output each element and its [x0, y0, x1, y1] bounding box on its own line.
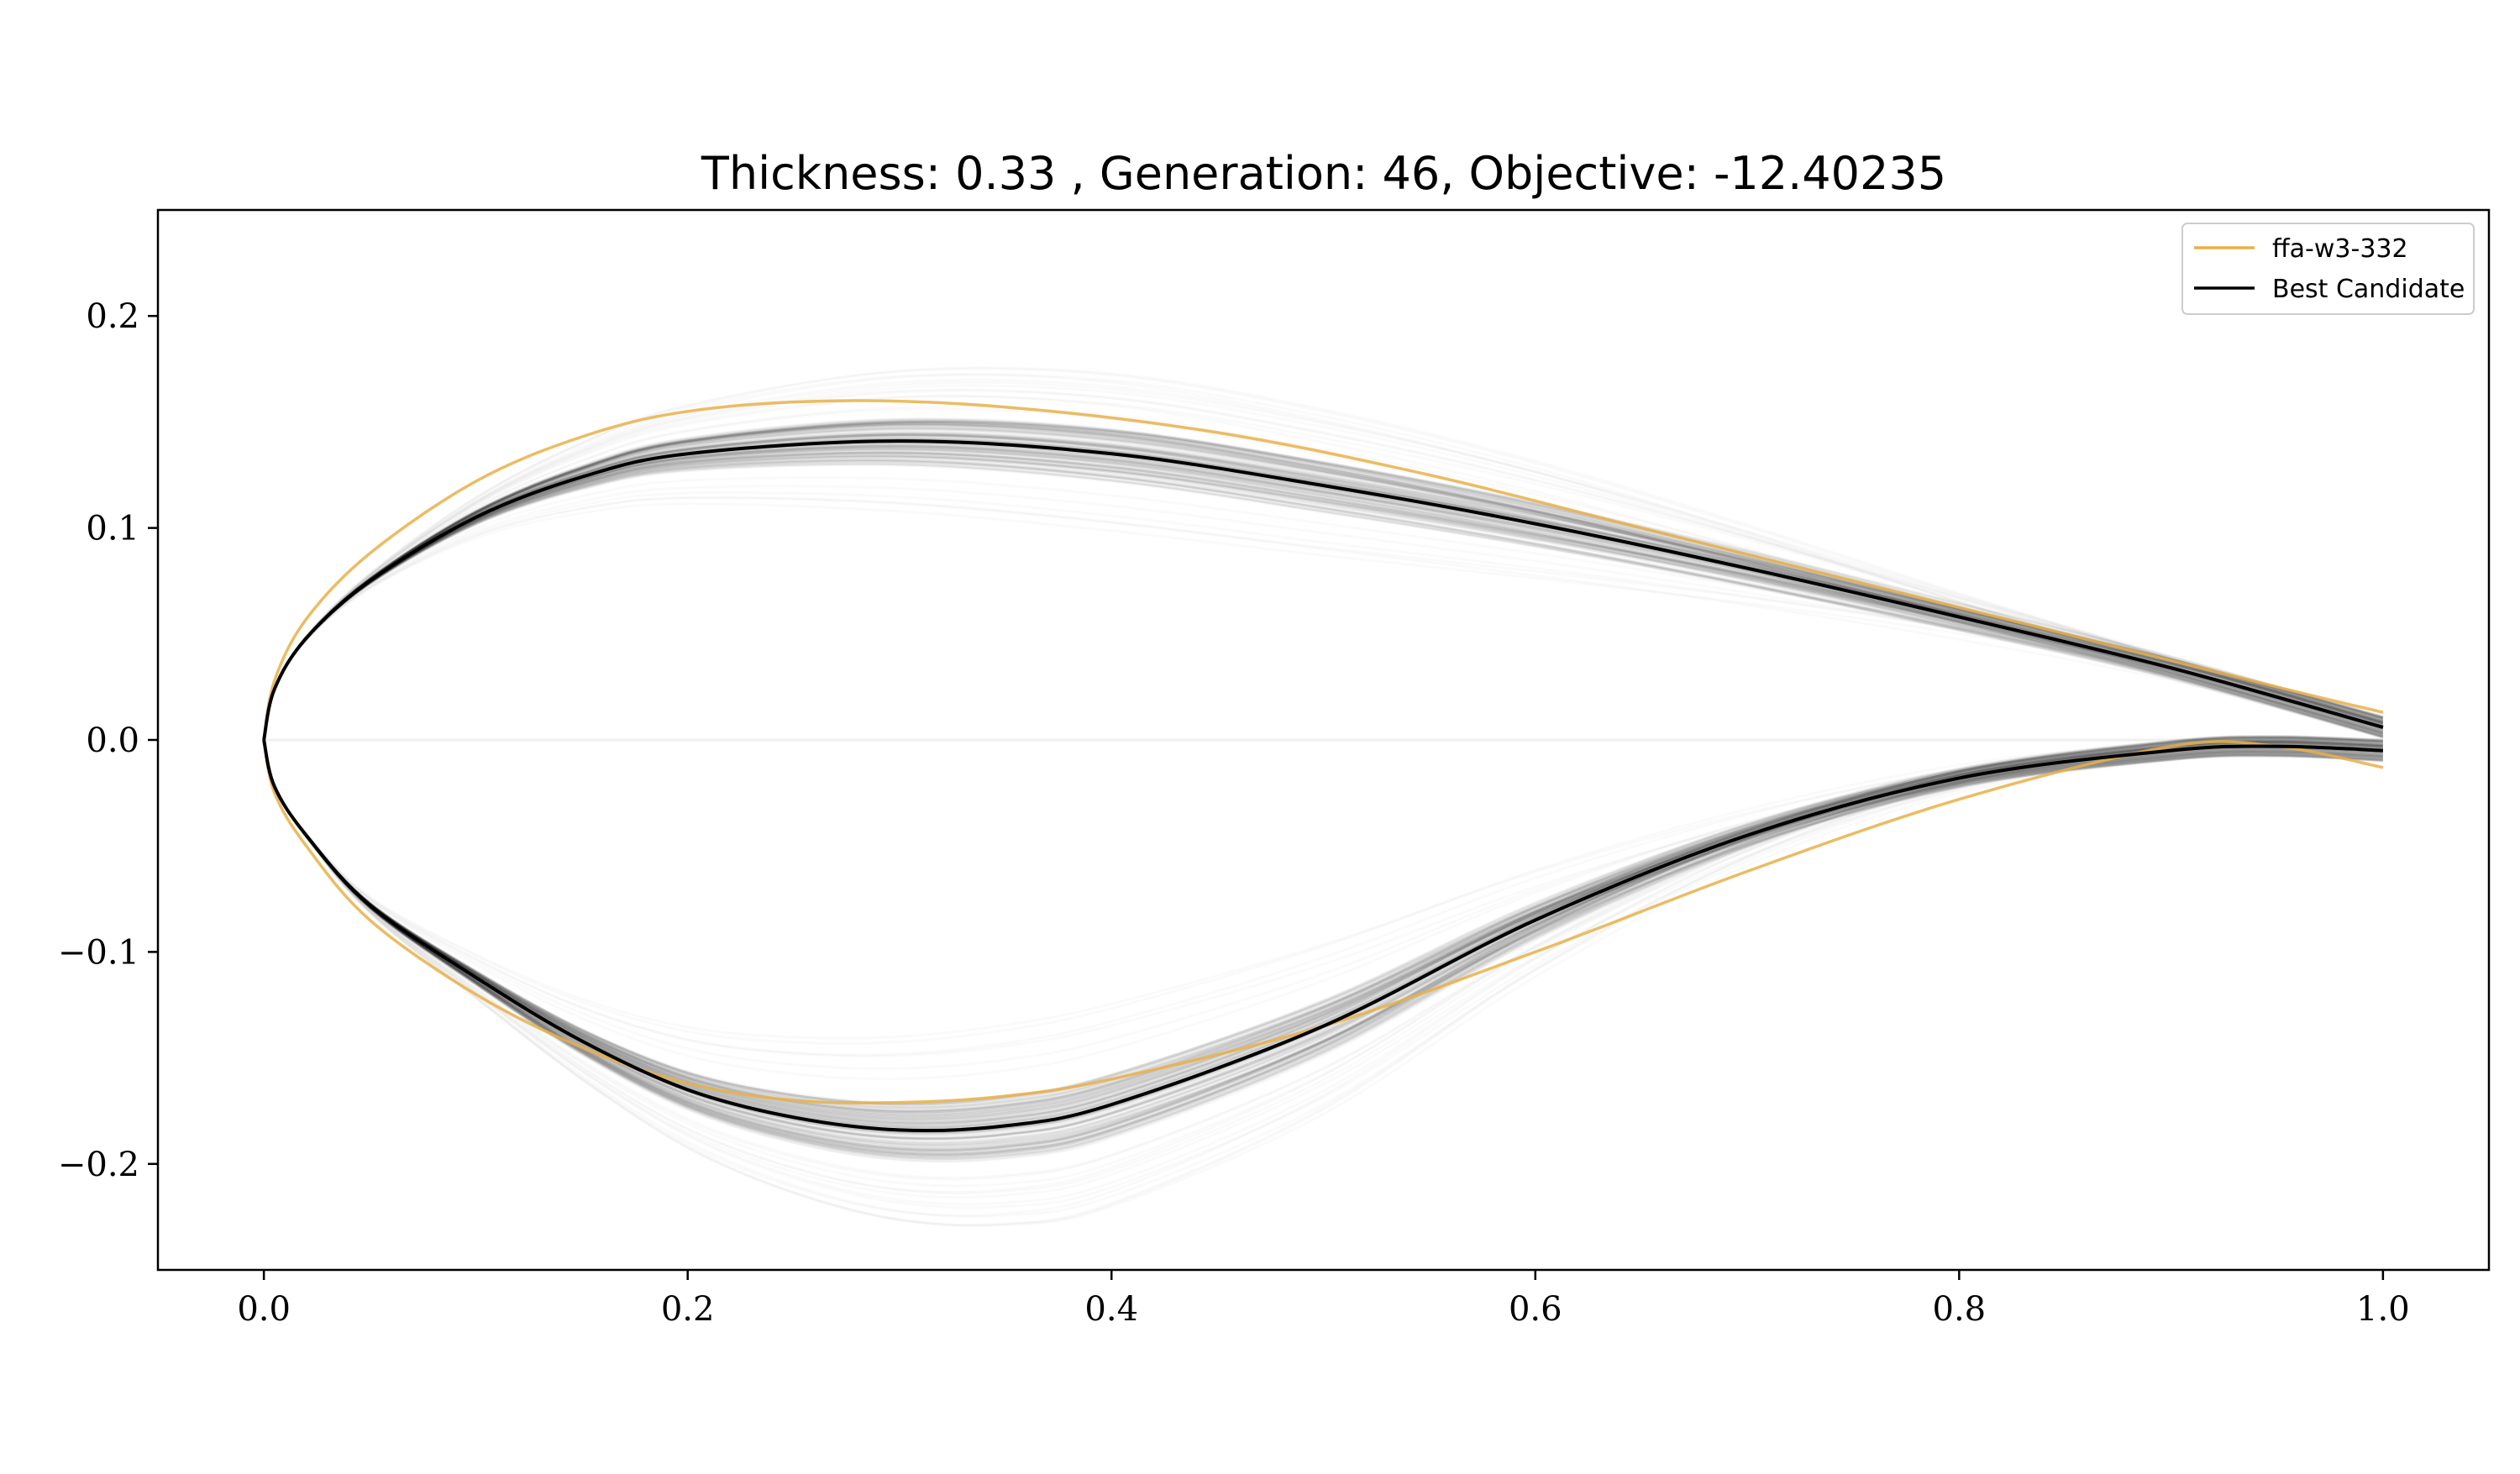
- population-curve: [264, 740, 2383, 1156]
- population-curve: [264, 740, 2383, 1193]
- x-tick-label: 0.0: [237, 1290, 291, 1329]
- population-curve: [264, 740, 2383, 1142]
- x-tick-label: 0.6: [1509, 1290, 1562, 1329]
- best-candidate-upper-line: [262, 439, 2384, 741]
- population-curve: [264, 478, 2383, 740]
- legend: ffa-w3-332 Best Candidate: [2181, 223, 2475, 315]
- population-curve: [264, 740, 2383, 1114]
- y-tick-label: 0.1: [86, 510, 139, 548]
- population-curve: [264, 740, 2383, 1114]
- population-curve: [264, 740, 2383, 1198]
- y-tick-label: −0.2: [58, 1146, 139, 1184]
- population-curves: [264, 375, 2383, 1225]
- population-curve: [264, 740, 2383, 1217]
- best-candidate-lower-line: [262, 739, 2383, 1133]
- population-curve: [264, 375, 2383, 740]
- population-curve: [264, 492, 2383, 740]
- legend-label-best: Best Candidate: [2272, 275, 2465, 304]
- x-tick-label: 0.2: [661, 1290, 715, 1329]
- population-curve: [264, 740, 2383, 1038]
- population-curve: [264, 740, 2383, 1204]
- population-curve: [264, 737, 2383, 1150]
- ffa-w3-332-upper-line: [262, 399, 2384, 741]
- chart-title: Thickness: 0.33 , Generation: 46, Object…: [701, 147, 1946, 200]
- x-tick-label: 0.8: [1933, 1290, 1987, 1329]
- population-curve: [264, 375, 2383, 740]
- population-curve: [264, 740, 2383, 1215]
- population-curve: [264, 740, 2383, 1225]
- population-curve: [264, 504, 2383, 740]
- population-curve: [264, 409, 2383, 740]
- x-tick-label: 0.4: [1084, 1290, 1138, 1329]
- population-curve: [264, 740, 2383, 1112]
- y-tick-label: −0.1: [58, 933, 139, 972]
- population-curve: [264, 740, 2383, 1225]
- x-tick-label: 1.0: [2356, 1290, 2410, 1329]
- population-curve: [264, 737, 2383, 1044]
- population-curve: [264, 740, 2383, 1225]
- population-curve: [264, 738, 2383, 1114]
- ffa-w3-332-lower-line: [262, 739, 2384, 1104]
- legend-label-ffa: ffa-w3-332: [2272, 234, 2408, 264]
- y-tick-label: 0.2: [86, 297, 139, 336]
- x-axis: 0.0 0.2 0.4 0.6 0.8 1.0: [237, 1270, 2410, 1329]
- y-tick-label: 0.0: [86, 721, 139, 760]
- y-axis: −0.2 −0.1 0.0 0.1 0.2: [58, 297, 158, 1184]
- series-curves: [262, 399, 2384, 1133]
- population-curve: [264, 740, 2383, 1156]
- legend-box: [2181, 223, 2475, 315]
- population-curve: [264, 737, 2383, 1150]
- population-curve: [264, 740, 2383, 1115]
